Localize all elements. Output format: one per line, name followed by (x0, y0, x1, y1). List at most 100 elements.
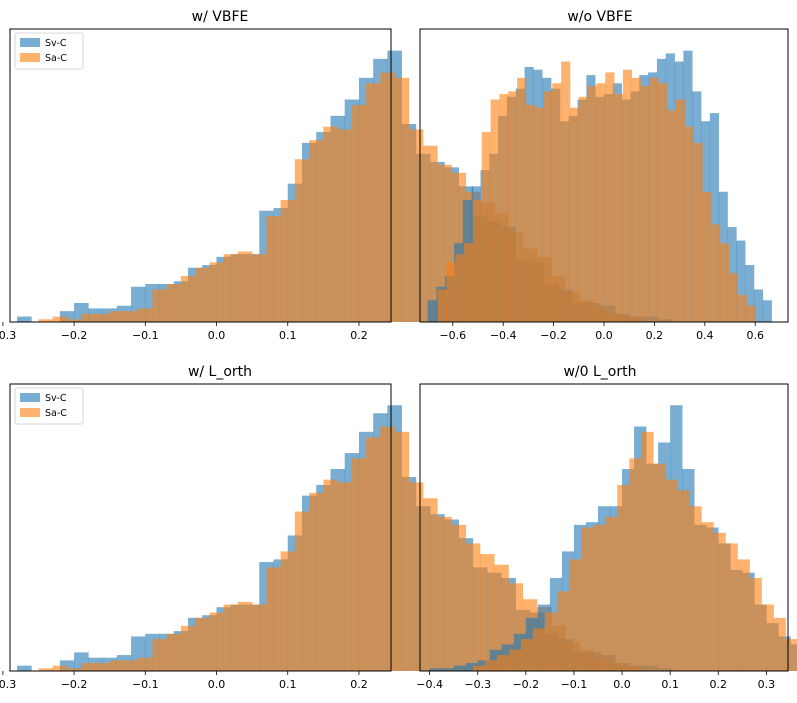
hist-bar-sa-c (617, 484, 630, 671)
x-tick-label: −0.2 (61, 678, 88, 691)
panel-title: w/ VBFE (192, 9, 249, 25)
x-tick-label: −0.1 (132, 678, 159, 691)
hist-bar-sa-c (166, 633, 182, 671)
hist-bar-sa-c (728, 273, 738, 322)
hist-bar-sa-c (109, 660, 125, 671)
x-tick-label: −0.2 (61, 329, 88, 342)
hist-bar-sa-c (649, 77, 659, 322)
hist-bar-sa-c (464, 243, 474, 322)
hist-bar-sa-c (569, 107, 580, 323)
hist-bar-sa-c (180, 625, 196, 671)
hist-bar-sa-c (166, 284, 182, 322)
hist-bar-sa-c (719, 243, 730, 322)
hist-bar-sa-c (465, 543, 481, 671)
hist-bar-sa-c (66, 319, 82, 322)
hist-bar-sa-c (95, 313, 110, 322)
hist-bar-sa-c (123, 311, 139, 322)
hist-bar-sa-c (578, 96, 588, 322)
hist-bar-sa-c (455, 254, 465, 322)
hist-bar-sa-c (711, 224, 721, 322)
hist-bar-sa-c (481, 132, 491, 322)
hist-bar-sa-c (484, 660, 498, 671)
hist-bar-sa-c (773, 617, 786, 671)
axes-frame (9, 28, 392, 323)
hist-bar-sa-c (66, 668, 82, 671)
hist-bar-sa-c (152, 289, 167, 322)
hist-bar-sa-c (653, 463, 666, 671)
hist-bar-sa-c (490, 99, 500, 322)
hist-bar-sa-c (294, 159, 310, 322)
hist-bar-sa-c (237, 601, 253, 671)
hist-bar-sa-c (684, 126, 694, 322)
hist-bar-sa-c (785, 639, 797, 671)
axes-frame (9, 383, 392, 672)
hist-bar-sa-c (366, 83, 381, 322)
x-tick-label: −0.2 (540, 329, 567, 342)
x-ticks: −0.6 −0.4 −0.2 0.0 0.2 0.4 0.6 (439, 322, 764, 342)
hist-bar-sa-c (138, 308, 153, 322)
x-tick-label: 0.1 (661, 678, 679, 691)
hist-bar-sa-c (408, 129, 424, 322)
hist-bar-sa-c (494, 564, 509, 671)
hist-bar-sa-c (543, 91, 553, 323)
hist-bar-sa-c (266, 216, 281, 322)
hist-bar-sv-c (745, 265, 755, 322)
hist-bar-sa-c (480, 554, 495, 671)
legend-swatch-sa-c (20, 53, 40, 62)
x-tick-label: 0.2 (350, 678, 368, 691)
x-tick-label: −0.1 (561, 678, 588, 691)
hist-bar-sa-c (152, 639, 167, 671)
hist-bar-sa-c (641, 431, 654, 671)
hist-bar-sa-c (252, 604, 267, 671)
x-tick-label: 0.6 (746, 329, 764, 342)
x-tick-label: 0.1 (279, 329, 297, 342)
hist-bar-sa-c (351, 458, 367, 671)
hist-bar-sv-c (59, 660, 75, 671)
hist-bar-sa-c (737, 559, 750, 671)
hist-bar-sa-c (446, 262, 456, 322)
hist-bar-sa-c (337, 482, 353, 671)
hist-bar-sa-c (423, 145, 438, 322)
hist-bar-sa-c (109, 311, 125, 322)
hist-bar-sa-c (499, 94, 509, 322)
hist-bar-sa-c (123, 660, 139, 671)
x-tick-label: 0.2 (709, 678, 727, 691)
hist-bar-sv-c (477, 660, 491, 671)
x-tick-label: −0.3 (464, 678, 491, 691)
hist-bar-sa-c (702, 191, 712, 322)
hist-bar-sa-c (525, 104, 535, 323)
hist-bar-sa-c (323, 479, 338, 671)
hist-bar-sa-c (180, 275, 196, 322)
hist-bar-sa-c (38, 668, 54, 671)
hist-bar-sa-c (294, 511, 310, 671)
hist-bar-sa-c (569, 559, 582, 671)
hist-bar-sa-c (366, 437, 381, 671)
x-tick-label: 0.0 (208, 678, 226, 691)
hist-bar-sa-c (223, 604, 239, 671)
x-tick-label: −0.6 (439, 329, 466, 342)
hist-bar-sa-c (737, 294, 747, 322)
hist-bar-sa-c (280, 551, 296, 671)
hist-bar-sv-c (753, 289, 764, 322)
hist-bar-sa-c (52, 665, 68, 671)
hist-bar-sa-c (351, 104, 367, 323)
hist-bar-sa-c (209, 262, 224, 322)
bars (427, 50, 772, 323)
legend-label-sv-c: Sv-C (45, 38, 67, 49)
hist-bar-sa-c (667, 110, 677, 322)
legend: Sv-C Sa-C (14, 387, 84, 425)
hist-bar-sa-c (81, 663, 96, 671)
hist-bar-sa-c (266, 567, 281, 671)
x-tick-label: −0.2 (512, 678, 539, 691)
hist-bar-sa-c (496, 655, 510, 671)
hist-bar-sa-c (677, 490, 690, 671)
hist-bar-sa-c (309, 140, 324, 322)
hist-bar-sa-c (237, 251, 253, 322)
hist-bar-sa-c (701, 522, 714, 671)
hist-bar-sa-c (195, 617, 210, 671)
hist-bar-sa-c (252, 254, 267, 322)
panel-title: w/o VBFE (567, 9, 632, 25)
hist-bar-sv-c (465, 663, 479, 671)
axes-frame (419, 383, 789, 672)
